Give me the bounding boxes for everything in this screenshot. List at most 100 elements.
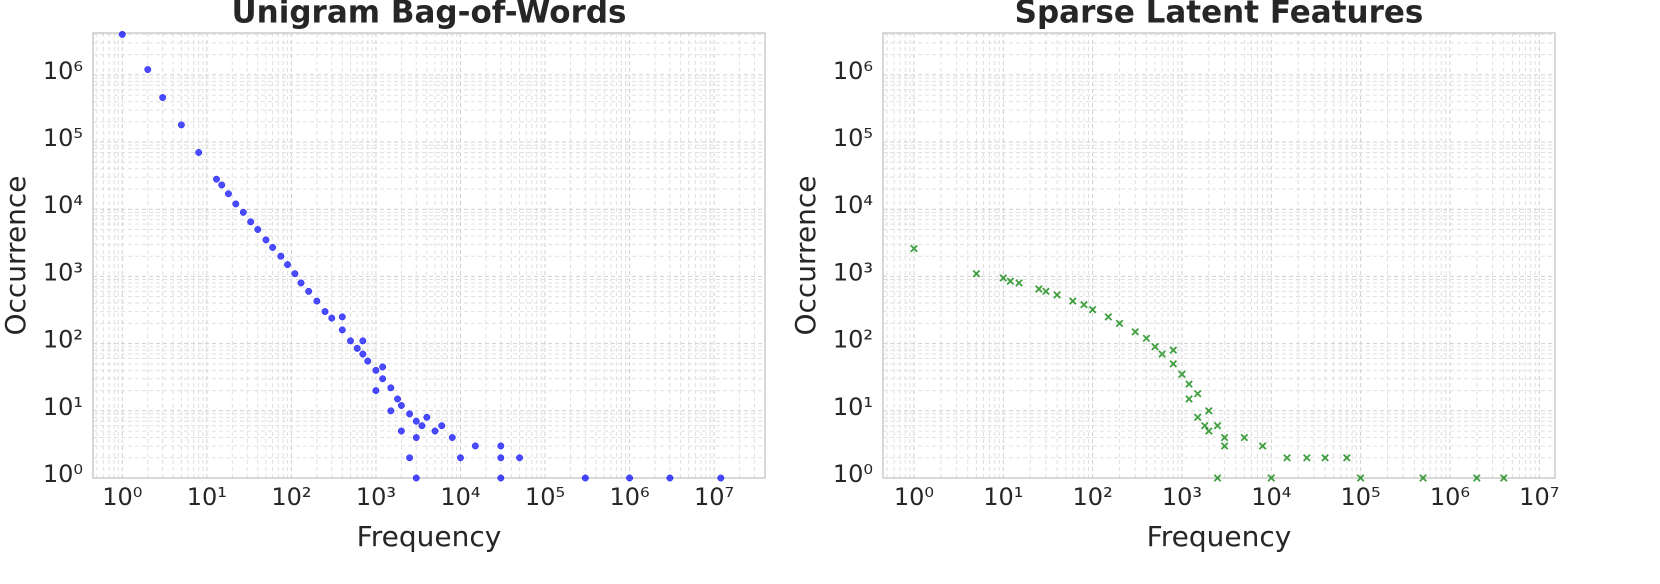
point: [448, 434, 456, 441]
point: [262, 236, 270, 244]
y-axis-label: Occurrence: [789, 175, 822, 335]
point: [1193, 389, 1202, 398]
point: [1178, 370, 1186, 379]
point: [1321, 453, 1329, 462]
x-tick-label: 10⁶: [609, 483, 649, 511]
point: [1356, 474, 1365, 482]
x-tick-label: 10²: [1073, 483, 1113, 511]
point: [328, 314, 336, 322]
point: [277, 252, 285, 260]
point: [497, 442, 505, 450]
point: [321, 308, 329, 316]
point: [1142, 334, 1151, 343]
point: [177, 121, 185, 129]
point: [1169, 346, 1178, 354]
point: [1080, 300, 1088, 309]
point: [406, 454, 414, 462]
x-tick-label: 10⁵: [525, 483, 565, 511]
x-tick-label: 10⁷: [1519, 483, 1559, 511]
point: [372, 366, 380, 374]
point: [1213, 421, 1222, 430]
point: [1193, 413, 1202, 422]
point: [254, 226, 262, 233]
point: [305, 287, 313, 295]
point: [213, 175, 220, 183]
point: [144, 66, 152, 74]
point: [379, 375, 387, 383]
point: [118, 30, 126, 38]
x-axis-label: Frequency: [357, 520, 502, 553]
x-tick-label: 10³: [1162, 483, 1202, 511]
point: [379, 363, 387, 371]
x-tick-label: 10²: [271, 483, 311, 511]
point: [1169, 360, 1178, 368]
point: [1053, 291, 1061, 299]
point: [1042, 287, 1050, 296]
point: [412, 434, 420, 441]
y-tick-label: 10⁵: [43, 124, 83, 152]
x-tick-label: 10³: [356, 483, 396, 511]
point: [218, 181, 226, 189]
point: [1205, 406, 1213, 415]
point: [269, 244, 277, 251]
point: [1158, 350, 1166, 358]
point: [1499, 474, 1508, 482]
point: [364, 357, 372, 365]
point: [418, 422, 426, 430]
point: [406, 410, 414, 418]
point: [1088, 305, 1097, 314]
point: [195, 149, 203, 156]
plot-area: [883, 33, 1555, 478]
point: [412, 417, 420, 425]
y-tick-label: 10¹: [43, 393, 83, 421]
point: [1104, 313, 1113, 321]
point: [581, 474, 589, 482]
point: [338, 326, 346, 334]
point: [1213, 474, 1222, 482]
point: [397, 402, 405, 409]
point: [910, 244, 918, 253]
point: [1220, 442, 1229, 450]
point: [239, 208, 247, 216]
point: [1419, 474, 1427, 482]
point: [159, 94, 167, 101]
point: [1115, 319, 1124, 328]
point: [224, 190, 232, 198]
point: [1068, 297, 1077, 305]
x-tick-label: 10⁷: [694, 483, 734, 511]
point: [372, 387, 380, 395]
point: [313, 297, 321, 305]
point: [626, 474, 634, 482]
x-tick-label: 10¹: [187, 483, 227, 511]
point: [247, 218, 255, 226]
plot: 10⁰ 10¹ 10² 10³ 10⁴ 10⁵ 10⁶ 10⁷ 10⁰ 10¹ 10² 10³ 10⁴ 1…: [0, 0, 766, 553]
point: [1151, 342, 1159, 351]
point: [1240, 433, 1249, 442]
y-tick-label: 10⁶: [833, 57, 873, 85]
x-tick-label: 10¹: [983, 483, 1023, 511]
point: [284, 261, 291, 269]
point: [1220, 433, 1229, 442]
point: [471, 442, 479, 450]
y-tick-label: 10⁶: [43, 57, 83, 85]
point: [438, 422, 446, 430]
point: [412, 474, 420, 482]
plot-area: [93, 33, 765, 478]
chart-title: Unigram Bag-of-Words: [232, 0, 627, 31]
x-tick-label: 10⁵: [1341, 483, 1381, 511]
point: [347, 337, 354, 345]
axes-frame: [92, 32, 766, 479]
point: [1258, 442, 1267, 450]
point: [387, 407, 395, 415]
chart-title: Sparse Latent Features: [1015, 0, 1424, 31]
point: [353, 344, 361, 352]
x-tick-label: 10⁶: [1430, 483, 1470, 511]
y-axis-label: Occurrence: [0, 175, 32, 335]
y-tick-label: 10¹: [833, 393, 873, 421]
point: [397, 427, 405, 435]
point: [1267, 474, 1276, 482]
x-axis-label: Frequency: [1147, 520, 1292, 553]
point: [717, 474, 725, 482]
y-tick-label: 10⁰: [833, 460, 873, 488]
